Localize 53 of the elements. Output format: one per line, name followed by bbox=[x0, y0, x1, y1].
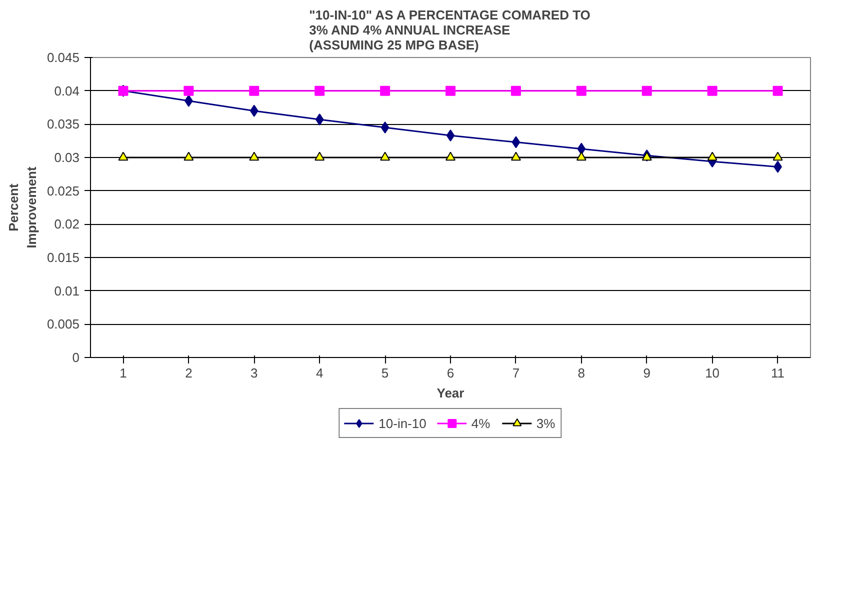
point bbox=[576, 86, 586, 96]
y-tick-label: 0.005 bbox=[46, 316, 80, 332]
point bbox=[314, 86, 325, 96]
legend-label: 10-in-10 bbox=[378, 416, 426, 430]
point bbox=[510, 86, 521, 96]
point bbox=[446, 130, 455, 142]
point bbox=[314, 152, 325, 161]
y-tick-label: 0.015 bbox=[46, 250, 80, 265]
y-tick-label: 0.02 bbox=[54, 216, 80, 232]
x-tick-label: 6 bbox=[446, 366, 454, 380]
point bbox=[446, 86, 456, 96]
x-tick-label: 10 bbox=[705, 366, 720, 380]
x-tick-label: 5 bbox=[381, 366, 389, 380]
point bbox=[642, 86, 652, 96]
point bbox=[184, 152, 194, 161]
y-tick-label: 0.025 bbox=[46, 183, 80, 198]
legend-label: 4% bbox=[471, 416, 492, 430]
y-tick-label: 0.01 bbox=[54, 283, 80, 298]
x-tick-label: 9 bbox=[643, 366, 650, 380]
point bbox=[707, 86, 718, 96]
y-tick-label: 0.03 bbox=[54, 150, 80, 165]
point bbox=[576, 152, 586, 161]
y-tick-label: 0 bbox=[72, 350, 80, 365]
y-tick-label: 0.035 bbox=[46, 116, 80, 132]
point bbox=[512, 136, 520, 148]
x-tick-label: 7 bbox=[512, 366, 520, 380]
x-tick-label: 2 bbox=[185, 366, 192, 380]
point bbox=[249, 152, 260, 161]
point bbox=[380, 152, 390, 161]
point bbox=[380, 86, 390, 96]
x-tick-label: 8 bbox=[578, 366, 586, 380]
point bbox=[249, 86, 260, 96]
chart-title: "10-IN-10" AS A PERCENTAGE COMARED TO 3% AND 4% ANNUAL INCREASE (ASSUMING 25 MPG BASE) bbox=[309, 8, 590, 52]
x-tick-label: 4 bbox=[316, 366, 324, 380]
point bbox=[707, 152, 718, 161]
point bbox=[446, 152, 456, 161]
point bbox=[380, 122, 390, 134]
point bbox=[772, 152, 783, 161]
point bbox=[184, 86, 194, 96]
point bbox=[577, 142, 586, 155]
point bbox=[772, 86, 783, 96]
point bbox=[315, 114, 324, 126]
legend-label: 3% bbox=[536, 416, 556, 430]
x-tick-label: 3 bbox=[250, 366, 258, 380]
x-tick-label: 1 bbox=[120, 366, 127, 380]
point bbox=[118, 152, 128, 161]
y-axis-title: Percent Improvement bbox=[6, 166, 39, 248]
point bbox=[510, 152, 521, 161]
x-axis-title: Year bbox=[436, 386, 464, 400]
y-tick-label: 0.045 bbox=[46, 50, 80, 65]
x-tick-label: 11 bbox=[771, 366, 785, 380]
y-tick-label: 0.04 bbox=[54, 83, 80, 98]
point bbox=[250, 104, 258, 117]
